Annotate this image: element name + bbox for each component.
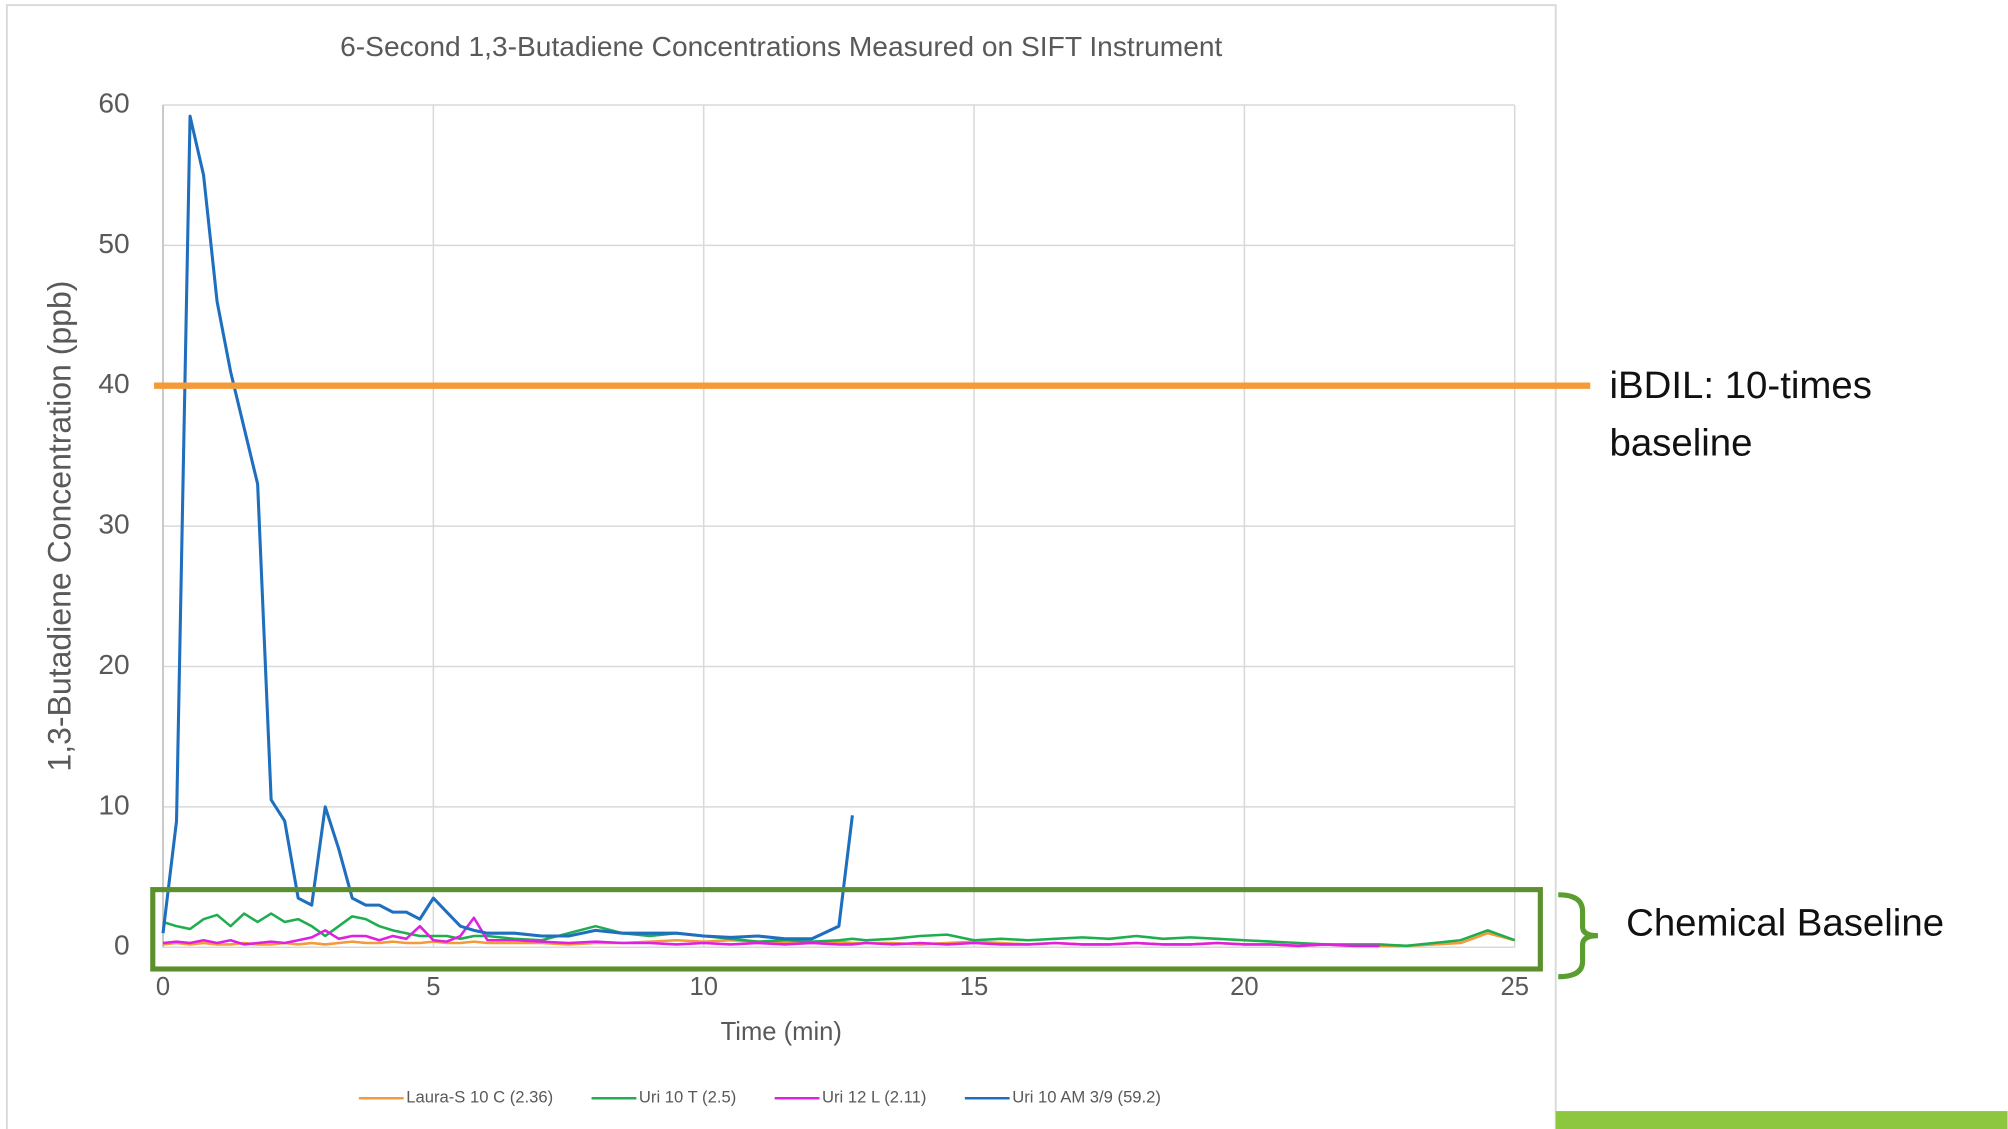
- y-tick-label: 10: [98, 789, 129, 820]
- baseline-brace: [1558, 892, 1599, 980]
- legend: Laura-S 10 C (2.36) Uri 10 T (2.5) Uri 12 …: [358, 1088, 1161, 1107]
- y-tick-label: 20: [98, 649, 129, 680]
- y-tick-label: 60: [98, 87, 129, 118]
- baseline-label: Chemical Baseline: [1626, 902, 1944, 945]
- legend-label: Uri 10 AM 3/9 (59.2): [1012, 1088, 1161, 1107]
- y-tick-label: 30: [98, 509, 129, 540]
- y-tick-label: 50: [98, 228, 129, 259]
- chart-title: 6-Second 1,3-Butadiene Concentrations Me…: [340, 31, 1222, 62]
- y-tick-label: 0: [114, 930, 130, 961]
- x-tick-label: 0: [156, 973, 170, 1001]
- threshold-annotation: iBDIL: 10-times baseline: [1609, 365, 1872, 466]
- x-tick-label: 20: [1230, 973, 1258, 1001]
- x-tick-label: 5: [426, 973, 440, 1001]
- slide-accent-bar: [1555, 1111, 2008, 1129]
- x-tick-label: 25: [1501, 973, 1529, 1001]
- legend-label: Uri 12 L (2.11): [822, 1088, 926, 1107]
- data-line: [161, 114, 854, 941]
- legend-label: Laura-S 10 C (2.36): [406, 1088, 553, 1107]
- x-tick-label: 15: [960, 973, 988, 1001]
- chart-panel: [5, 4, 1557, 1129]
- legend-label: Uri 10 T (2.5): [639, 1088, 736, 1107]
- y-axis-label: 1,3-Butadiene Concentration (ppb): [41, 281, 77, 772]
- threshold-label: iBDIL: 10-times baseline: [1609, 365, 1872, 466]
- data-line: [162, 916, 1380, 948]
- baseline-box: [150, 887, 1543, 972]
- x-axis-label: Time (min): [721, 1018, 842, 1046]
- x-tick-label: 10: [689, 973, 717, 1001]
- y-tick-label: 40: [98, 368, 129, 399]
